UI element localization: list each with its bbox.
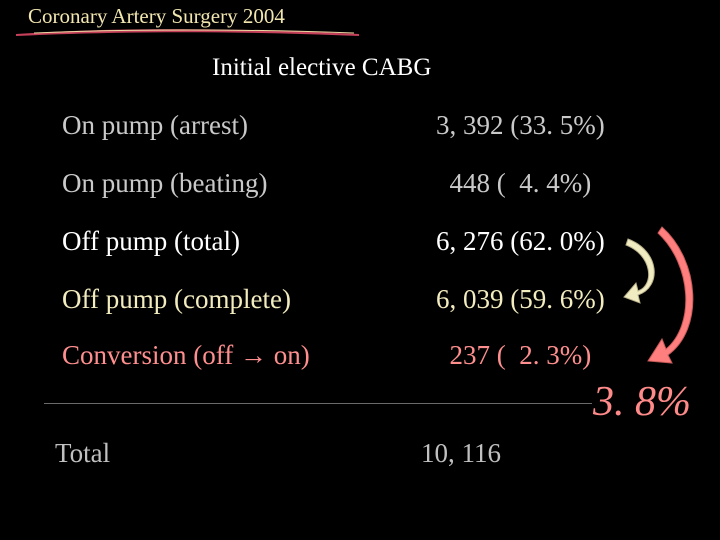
red-curved-arrow-icon <box>647 226 694 364</box>
row-label-off-pump-total: Off pump (total) <box>62 226 240 256</box>
slide-title: Coronary Artery Surgery 2004 <box>28 4 285 28</box>
cream-curved-arrow-icon <box>623 238 655 304</box>
row-value-off-pump-complete: 6, 039 (59. 6%) <box>436 284 605 314</box>
row-label-off-pump-complete: Off pump (complete) <box>62 284 291 314</box>
conversion-total-percentage: 3. 8% <box>593 379 691 425</box>
conversion-arrows <box>623 226 694 364</box>
row-value-conversion: 237 ( 2. 3%) <box>436 340 592 370</box>
total-value: 10, 116 <box>421 438 501 468</box>
row-label-on-pump-beating: On pump (beating) <box>62 168 268 198</box>
total-divider-line <box>44 403 592 404</box>
row-value-on-pump-beating: 448 ( 4. 4%) <box>436 168 592 198</box>
row-label-conversion: Conversion (off → on) <box>62 340 310 370</box>
row-value-off-pump-total: 6, 276 (62. 0%) <box>436 226 605 256</box>
slide-subtitle: Initial elective CABG <box>212 54 432 81</box>
total-label: Total <box>55 438 111 468</box>
row-label-on-pump-arrest: On pump (arrest) <box>62 110 248 140</box>
title-underline-swoosh <box>16 29 359 36</box>
row-value-on-pump-arrest: 3, 392 (33. 5%) <box>436 110 605 140</box>
